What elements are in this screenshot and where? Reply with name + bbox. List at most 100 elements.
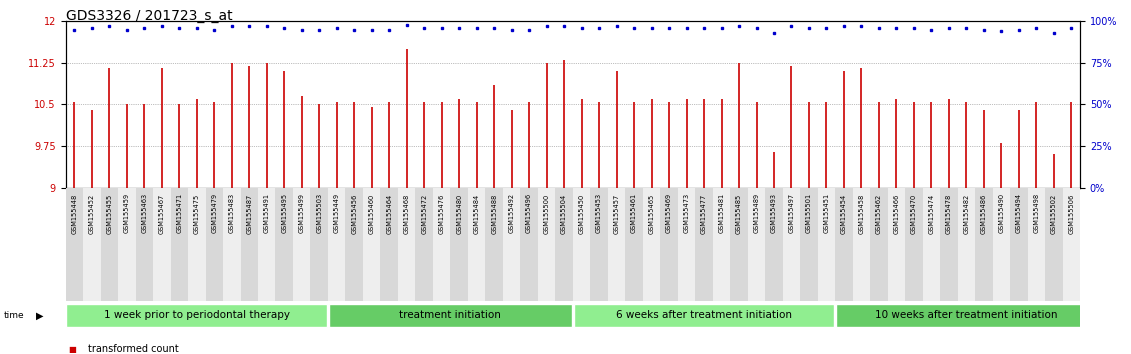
Bar	[311, 188, 328, 301]
FancyBboxPatch shape	[329, 304, 572, 327]
Bar	[766, 188, 783, 301]
Bar	[380, 188, 398, 301]
Text: GSM155477: GSM155477	[701, 193, 707, 234]
Text: GSM155506: GSM155506	[1069, 193, 1074, 234]
Bar	[468, 188, 485, 301]
Text: treatment initiation: treatment initiation	[399, 310, 501, 320]
Bar	[975, 188, 993, 301]
Bar	[696, 188, 713, 301]
Bar	[731, 188, 748, 301]
Bar	[83, 188, 101, 301]
FancyBboxPatch shape	[573, 304, 835, 327]
Text: GSM155502: GSM155502	[1051, 193, 1056, 234]
Text: GDS3326 / 201723_s_at: GDS3326 / 201723_s_at	[66, 9, 232, 23]
Text: GSM155495: GSM155495	[282, 193, 287, 233]
Text: GSM155471: GSM155471	[176, 193, 182, 233]
Text: GSM155496: GSM155496	[526, 193, 532, 233]
Text: GSM155465: GSM155465	[648, 193, 655, 234]
Bar	[328, 188, 345, 301]
Text: GSM155494: GSM155494	[1016, 193, 1022, 233]
Text: GSM155449: GSM155449	[334, 193, 339, 233]
Text: GSM155455: GSM155455	[106, 193, 112, 234]
Text: GSM155467: GSM155467	[158, 193, 165, 234]
FancyBboxPatch shape	[67, 304, 327, 327]
Text: ▶: ▶	[36, 310, 44, 320]
Bar	[223, 188, 241, 301]
Text: GSM155491: GSM155491	[264, 193, 270, 233]
Text: GSM155462: GSM155462	[875, 193, 882, 234]
Text: GSM155473: GSM155473	[683, 193, 690, 233]
Bar	[748, 188, 766, 301]
Bar	[923, 188, 940, 301]
Text: GSM155488: GSM155488	[491, 193, 498, 234]
Text: GSM155484: GSM155484	[474, 193, 480, 234]
FancyBboxPatch shape	[836, 304, 1097, 327]
Text: GSM155451: GSM155451	[823, 193, 829, 233]
Bar	[363, 188, 380, 301]
Bar	[258, 188, 276, 301]
Text: GSM155501: GSM155501	[806, 193, 812, 233]
Bar	[853, 188, 870, 301]
Bar	[118, 188, 136, 301]
Text: GSM155475: GSM155475	[193, 193, 200, 234]
Bar	[783, 188, 801, 301]
Bar	[1028, 188, 1045, 301]
Text: GSM155458: GSM155458	[858, 193, 864, 234]
Bar	[940, 188, 958, 301]
Bar	[1045, 188, 1063, 301]
Bar	[520, 188, 538, 301]
Text: GSM155461: GSM155461	[631, 193, 637, 233]
Text: GSM155460: GSM155460	[369, 193, 374, 234]
Bar	[153, 188, 171, 301]
Bar	[415, 188, 433, 301]
Text: GSM155482: GSM155482	[964, 193, 969, 234]
Text: GSM155453: GSM155453	[596, 193, 602, 233]
Bar	[206, 188, 223, 301]
Text: GSM155483: GSM155483	[228, 193, 235, 233]
Text: GSM155499: GSM155499	[299, 193, 304, 233]
Text: GSM155504: GSM155504	[561, 193, 567, 234]
Bar	[993, 188, 1010, 301]
Bar	[572, 188, 590, 301]
Bar	[642, 188, 661, 301]
Bar	[433, 188, 450, 301]
Text: GSM155469: GSM155469	[666, 193, 672, 233]
Text: GSM155498: GSM155498	[1034, 193, 1039, 233]
Bar	[870, 188, 888, 301]
Text: GSM155497: GSM155497	[788, 193, 794, 233]
Text: GSM155479: GSM155479	[211, 193, 217, 233]
Bar	[136, 188, 153, 301]
Bar	[625, 188, 642, 301]
Text: GSM155450: GSM155450	[579, 193, 585, 234]
Bar	[835, 188, 853, 301]
Bar	[293, 188, 311, 301]
Text: GSM155490: GSM155490	[999, 193, 1004, 233]
Bar	[101, 188, 118, 301]
Text: GSM155459: GSM155459	[123, 193, 130, 233]
Text: 10 weeks after treatment initiation: 10 weeks after treatment initiation	[875, 310, 1057, 320]
Text: GSM155448: GSM155448	[71, 193, 77, 234]
Text: GSM155452: GSM155452	[89, 193, 95, 234]
Text: time: time	[3, 311, 24, 320]
Bar	[345, 188, 363, 301]
Text: GSM155481: GSM155481	[718, 193, 725, 233]
Text: GSM155456: GSM155456	[352, 193, 357, 234]
Bar	[485, 188, 503, 301]
Bar	[905, 188, 923, 301]
Bar	[677, 188, 696, 301]
Bar	[171, 188, 188, 301]
Bar	[276, 188, 293, 301]
Bar	[538, 188, 555, 301]
Text: GSM155472: GSM155472	[421, 193, 428, 234]
Bar	[590, 188, 607, 301]
Text: GSM155485: GSM155485	[736, 193, 742, 234]
Bar	[450, 188, 468, 301]
Bar	[1010, 188, 1028, 301]
Bar	[241, 188, 258, 301]
Bar	[801, 188, 818, 301]
Text: 1 week prior to periodontal therapy: 1 week prior to periodontal therapy	[104, 310, 290, 320]
Text: GSM155476: GSM155476	[439, 193, 444, 234]
Text: transformed count: transformed count	[88, 344, 179, 354]
Bar	[188, 188, 206, 301]
Text: GSM155487: GSM155487	[247, 193, 252, 234]
